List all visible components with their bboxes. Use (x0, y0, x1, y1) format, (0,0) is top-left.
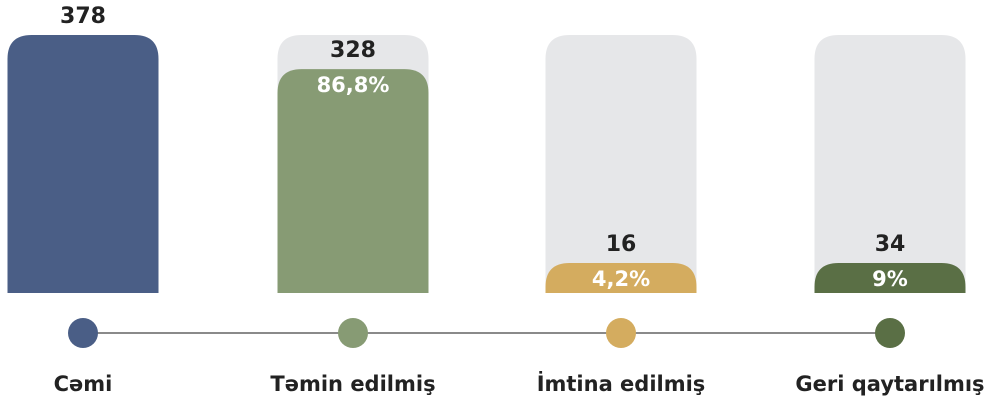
timeline-dot (338, 318, 368, 348)
bar (545, 263, 697, 293)
value-label: 328 (330, 38, 376, 63)
percent-label: 9% (872, 267, 908, 291)
value-label: 378 (60, 4, 106, 29)
percent-label: 86,8% (317, 73, 390, 97)
bar-track (545, 35, 697, 293)
percent-label: 4,2% (592, 267, 650, 291)
value-label: 34 (875, 232, 906, 257)
bar (277, 69, 429, 293)
category-label: İmtina edilmiş (537, 371, 706, 396)
bar-track (814, 35, 966, 293)
timeline-dot (875, 318, 905, 348)
timeline-dot (606, 318, 636, 348)
bar (7, 35, 159, 293)
value-label: 16 (606, 232, 637, 257)
bar (814, 263, 966, 293)
category-label: Geri qaytarılmış (795, 372, 984, 396)
category-label: Təmin edilmiş (270, 372, 435, 396)
timeline-dot (68, 318, 98, 348)
category-label: Cəmi (54, 372, 113, 396)
